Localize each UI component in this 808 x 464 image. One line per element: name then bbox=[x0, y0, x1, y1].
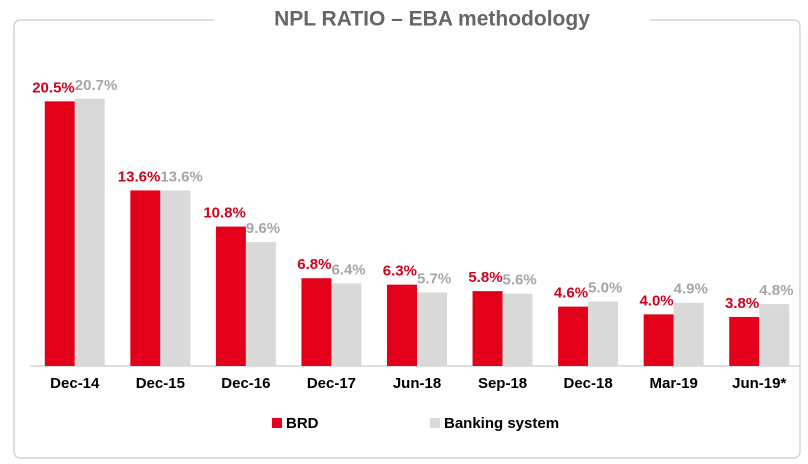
data-label: 20.5% bbox=[32, 79, 75, 96]
data-label: 5.8% bbox=[468, 269, 502, 286]
data-label: 3.8% bbox=[725, 295, 759, 312]
data-label: 5.7% bbox=[417, 270, 451, 287]
bar bbox=[130, 190, 161, 366]
x-tick-label: Dec-14 bbox=[50, 375, 100, 392]
bar bbox=[331, 283, 362, 366]
bar bbox=[673, 302, 704, 366]
bar bbox=[588, 301, 619, 366]
data-label: 13.6% bbox=[160, 168, 203, 185]
bar bbox=[643, 314, 674, 366]
bar bbox=[472, 291, 503, 366]
bar bbox=[502, 293, 533, 366]
x-tick-label: Dec-17 bbox=[307, 375, 356, 392]
data-label: 6.4% bbox=[331, 261, 365, 278]
bar bbox=[759, 304, 790, 366]
data-label: 10.8% bbox=[203, 205, 246, 222]
x-tick-label: Dec-15 bbox=[136, 375, 185, 392]
legend-swatch bbox=[430, 418, 440, 428]
x-tick-label: Dec-18 bbox=[564, 375, 613, 392]
data-label: 4.9% bbox=[674, 281, 708, 298]
title-background bbox=[214, 4, 650, 36]
x-tick-label: Mar-19 bbox=[649, 375, 697, 392]
bar bbox=[74, 98, 105, 367]
chart-title: NPL RATIO – EBA methodology bbox=[274, 8, 590, 31]
data-label: 4.8% bbox=[759, 282, 793, 299]
bar bbox=[245, 242, 276, 366]
data-label: 4.0% bbox=[639, 292, 673, 309]
bar bbox=[301, 278, 332, 366]
bar bbox=[215, 226, 246, 366]
x-tick-label: Jun-19* bbox=[732, 375, 786, 392]
legend-swatch bbox=[272, 418, 282, 428]
bar bbox=[729, 316, 760, 366]
x-tick-label: Jun-18 bbox=[393, 375, 441, 392]
bar bbox=[387, 284, 417, 366]
data-label: 4.6% bbox=[554, 285, 588, 302]
bar bbox=[160, 190, 191, 366]
data-label: 6.8% bbox=[297, 256, 331, 273]
legend-label: Banking system bbox=[444, 415, 559, 432]
data-label: 20.7% bbox=[75, 77, 118, 94]
data-label: 6.3% bbox=[383, 263, 417, 280]
bar bbox=[417, 292, 447, 366]
x-tick-label: Sep-18 bbox=[478, 375, 527, 392]
legend-label: BRD bbox=[286, 415, 319, 432]
data-label: 5.6% bbox=[503, 272, 537, 289]
x-tick-label: Dec-16 bbox=[221, 375, 270, 392]
bar bbox=[44, 101, 75, 366]
data-label: 9.6% bbox=[246, 220, 280, 237]
data-label: 5.0% bbox=[588, 279, 622, 296]
bar bbox=[558, 306, 589, 366]
data-label: 13.6% bbox=[118, 168, 161, 185]
